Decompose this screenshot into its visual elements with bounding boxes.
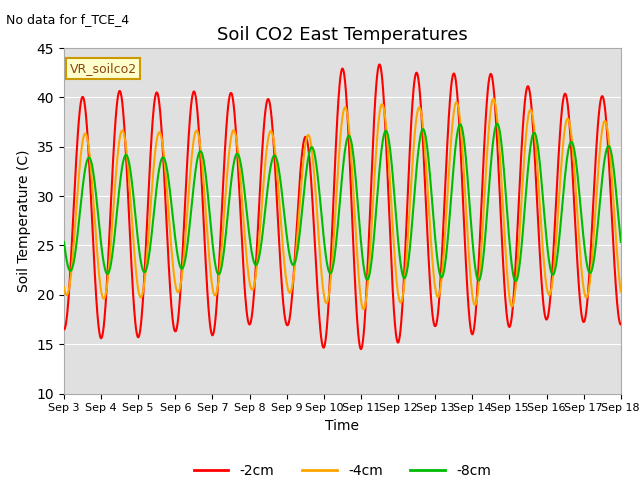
-8cm [60, 239, 68, 245]
-8cm [308, 144, 316, 150]
-8cm [103, 271, 111, 277]
-4cm [378, 102, 385, 108]
-4cm [617, 288, 625, 294]
-2cm [617, 322, 625, 327]
-4cm [103, 283, 111, 288]
-8cm [512, 278, 520, 284]
Title: Soil CO2 East Temperatures: Soil CO2 East Temperatures [217, 25, 468, 44]
Legend: -2cm, -4cm, -8cm: -2cm, -4cm, -8cm [188, 458, 497, 480]
Text: No data for f_TCE_4: No data for f_TCE_4 [6, 12, 129, 26]
-2cm [126, 228, 134, 233]
-2cm [357, 346, 365, 352]
Line: -4cm: -4cm [64, 99, 621, 309]
-2cm [60, 326, 68, 332]
-8cm [493, 121, 501, 127]
-2cm [103, 277, 111, 283]
-2cm [296, 171, 304, 177]
-2cm [308, 187, 316, 192]
-4cm [318, 274, 326, 279]
-8cm [377, 153, 385, 159]
-8cm [318, 215, 326, 220]
-8cm [126, 164, 134, 169]
Line: -2cm: -2cm [64, 64, 621, 349]
Text: VR_soilco2: VR_soilco2 [70, 62, 137, 75]
-4cm [126, 186, 134, 192]
-4cm [296, 195, 304, 201]
-2cm [318, 339, 326, 345]
X-axis label: Time: Time [325, 419, 360, 433]
-2cm [376, 61, 383, 67]
-8cm [617, 239, 625, 245]
-4cm [360, 306, 367, 312]
-4cm [308, 146, 316, 152]
Line: -8cm: -8cm [64, 124, 621, 281]
-4cm [490, 96, 497, 102]
-4cm [60, 285, 68, 290]
-2cm [378, 70, 385, 76]
Y-axis label: Soil Temperature (C): Soil Temperature (C) [17, 150, 31, 292]
-8cm [296, 226, 304, 231]
